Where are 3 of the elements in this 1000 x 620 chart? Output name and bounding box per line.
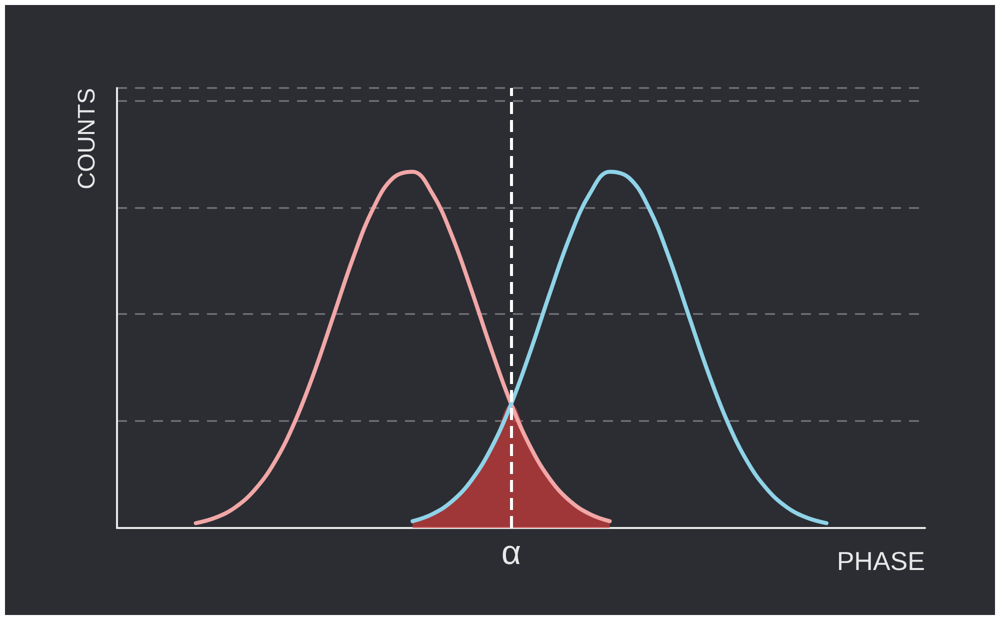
text: α <box>501 534 521 572</box>
x-axis-title: PHASE <box>836 546 925 576</box>
y-axis-title: COUNTS <box>74 88 100 190</box>
